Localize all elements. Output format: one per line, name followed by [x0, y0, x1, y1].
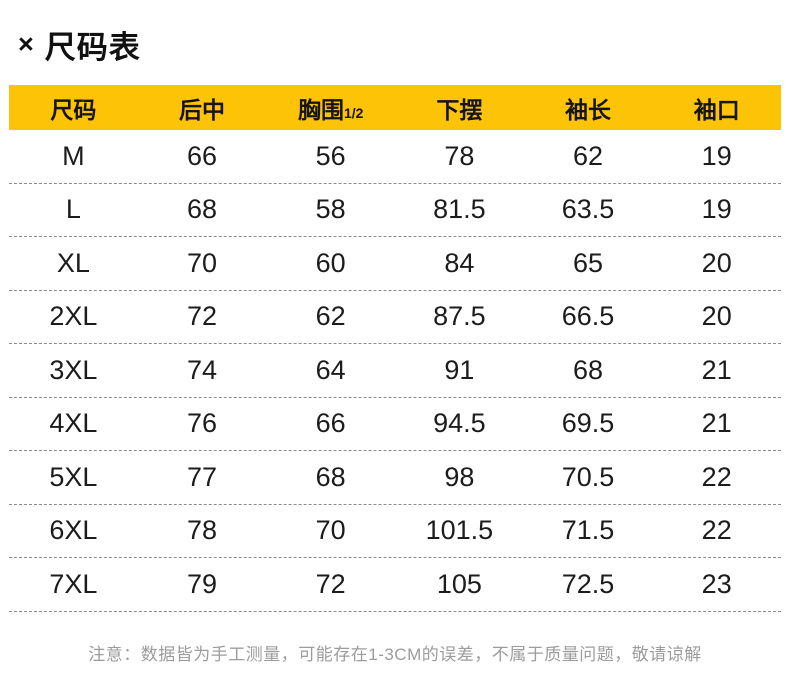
- table-header-row: 尺码 后中 胸围1/2 下摆 袖长 袖口: [9, 85, 781, 130]
- measurement-cell: 79: [186, 568, 218, 599]
- measurement-cell: 62: [573, 140, 604, 171]
- measurement-cell: 98: [444, 461, 475, 492]
- size-label-cell: 7XL: [49, 568, 98, 599]
- measurement-cell: 68: [315, 461, 346, 492]
- measurement-cell: 19: [701, 194, 732, 225]
- table-row: L 68 58 81.5 63.5 19: [9, 184, 781, 237]
- size-label-cell: XL: [56, 247, 90, 278]
- measurement-cell: 60: [315, 247, 346, 278]
- measurement-cell: 77: [186, 461, 218, 492]
- measurement-cell: 23: [701, 568, 732, 599]
- column-header-label: 袖口: [693, 96, 740, 123]
- measurement-cell: 62: [315, 301, 346, 332]
- measurement-cell: 72: [186, 301, 218, 332]
- measurement-cell: 20: [701, 301, 732, 332]
- size-label-cell: 5XL: [49, 461, 98, 492]
- measurement-cell: 70.5: [561, 461, 615, 492]
- size-label-cell: L: [65, 194, 81, 225]
- size-table: 尺码 后中 胸围1/2 下摆 袖长 袖口 M 66 56 78 62 19 L 68 58 81.…: [9, 85, 781, 612]
- page-title-text: 尺码表: [44, 30, 141, 65]
- column-header-label: 袖长: [565, 96, 612, 123]
- measurement-cell: 68: [186, 194, 218, 225]
- measurement-cell: 87.5: [433, 301, 486, 332]
- measurement-cell: 21: [701, 408, 732, 439]
- table-row: 2XL 72 62 87.5 66.5 20: [9, 291, 781, 344]
- measurement-cell: 58: [315, 194, 346, 225]
- table-row: 4XL 76 66 94.5 69.5 21: [9, 398, 781, 451]
- measurement-cell: 74: [186, 354, 218, 385]
- size-label-cell: 6XL: [49, 515, 98, 546]
- table-row: M 66 56 78 62 19: [9, 130, 781, 184]
- measurement-cell: 22: [701, 461, 732, 492]
- table-row: 7XL 79 72 105 72.5 23: [9, 558, 781, 612]
- column-header-sub: 1/2: [343, 104, 364, 121]
- table-row: 6XL 78 70 101.5 71.5 22: [9, 505, 781, 558]
- column-header-label: 下摆: [436, 96, 483, 123]
- column-header-cuff: 袖口: [652, 91, 781, 125]
- measurement-cell: 71.5: [561, 515, 615, 546]
- measurement-cell: 56: [315, 140, 346, 171]
- measurement-cell: 19: [701, 140, 732, 171]
- measurement-cell: 94.5: [433, 408, 486, 439]
- column-header-label: 后中: [179, 96, 225, 123]
- x-icon: ×: [18, 29, 35, 59]
- measurement-cell: 72.5: [561, 568, 615, 599]
- column-header-chest: 胸围1/2: [266, 91, 395, 125]
- measurement-cell: 21: [701, 354, 732, 385]
- measurement-cell: 63.5: [561, 194, 615, 225]
- table-body: M 66 56 78 62 19 L 68 58 81.5 63.5 19 XL 70 60 84 65 20 2X…: [9, 130, 781, 612]
- measurement-cell: 105: [436, 568, 482, 599]
- column-header-label: 尺码: [50, 96, 97, 123]
- measurement-cell: 68: [573, 354, 604, 385]
- table-row: 3XL 74 64 91 68 21: [9, 344, 781, 398]
- column-header-back-length: 后中: [138, 91, 267, 125]
- measurement-cell: 70: [315, 515, 346, 546]
- measurement-cell: 91: [444, 354, 475, 385]
- measurement-cell: 22: [701, 515, 732, 546]
- measurement-cell: 65: [573, 247, 604, 278]
- size-label-cell: 2XL: [49, 301, 98, 332]
- column-header-hem: 下摆: [395, 91, 524, 125]
- size-label-cell: M: [62, 140, 85, 171]
- measurement-cell: 20: [701, 247, 732, 278]
- measurement-cell: 76: [186, 408, 218, 439]
- measurement-cell: 64: [315, 354, 346, 385]
- table-row: 5XL 77 68 98 70.5 22: [9, 451, 781, 505]
- measurement-cell: 69.5: [561, 408, 615, 439]
- size-label-cell: 3XL: [49, 354, 98, 385]
- table-row: XL 70 60 84 65 20: [9, 237, 781, 291]
- measurement-cell: 72: [315, 568, 346, 599]
- measurement-cell: 70: [186, 247, 218, 278]
- measurement-cell: 81.5: [433, 194, 486, 225]
- column-header-size: 尺码: [9, 91, 138, 125]
- size-label-cell: 4XL: [49, 408, 98, 439]
- measurement-cell: 101.5: [425, 515, 494, 546]
- measurement-cell: 66: [315, 408, 346, 439]
- measurement-cell: 66: [186, 140, 218, 171]
- measurement-cell: 78: [444, 140, 475, 171]
- column-header-sleeve-length: 袖长: [524, 91, 653, 125]
- measurement-disclaimer: 注意：数据皆为手工测量，可能存在1-3CM的误差，不属于质量问题，敬请谅解: [88, 645, 702, 664]
- measurement-cell: 78: [186, 515, 218, 546]
- page-title: × 尺码表: [18, 22, 141, 67]
- measurement-cell: 84: [444, 247, 475, 278]
- column-header-label: 胸围: [297, 96, 344, 123]
- measurement-cell: 66.5: [561, 301, 615, 332]
